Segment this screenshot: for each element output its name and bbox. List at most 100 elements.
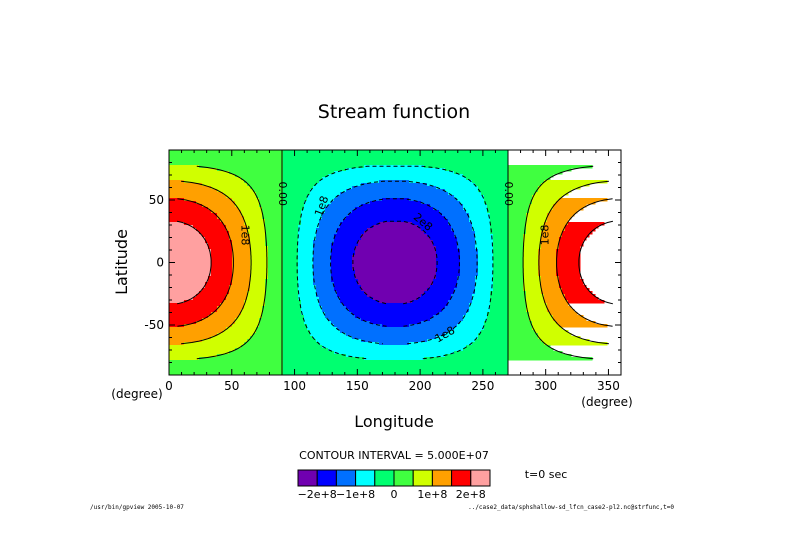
contour-fill-cell [250,273,269,277]
contour-fill-cell [541,288,563,292]
contour-fill-cell [262,216,284,220]
contour-fill-cell [283,186,314,190]
contour-fill-cell [283,183,317,187]
contour-fill-cell [478,267,494,271]
contour-fill-cell [217,309,242,313]
contour-fill-cell [265,228,284,232]
contour-fill-cell [436,267,461,271]
contour-fill-cell [319,300,341,304]
contour-fill-cell [298,261,314,265]
contour-fill-cell [169,240,206,244]
contour-fill-cell [508,183,542,187]
contour-fill-cell [523,255,539,259]
contour-fill-cell [433,279,458,283]
contour-fill-cell [532,195,563,199]
contour-fill-cell [493,255,509,259]
contour-fill-cell [334,282,359,286]
contour-fill-cell [529,318,554,322]
contour-fill-cell [475,288,494,292]
contour-fill-cell [283,324,308,328]
contour-fill-cell [244,180,284,184]
contour-fill-cell [250,252,269,256]
contour-fill-cell [250,255,269,259]
contour-line [177,198,234,327]
contour-fill-cell [373,225,419,229]
contour-fill-cell [526,231,542,235]
x-tick-label: 300 [534,379,557,393]
contour-fill-cell [508,216,527,220]
contour-fill-cell [493,252,509,256]
contour-fill-cell [169,165,200,169]
contour-fill-cell [334,285,362,289]
contour-fill-cell [331,246,356,250]
contour-fill-cell [451,228,473,232]
contour-fill-cell [319,219,344,223]
contour-fill-cell [232,252,251,256]
contour-fill-cell [220,219,245,223]
contour-fill-cell [364,291,425,295]
contour-fill-cell [217,216,245,220]
contour-fill-cell [523,276,542,280]
contour-fill-cell [490,213,509,217]
contour-fill-cell [532,201,557,205]
contour-fill-cell [493,276,509,280]
contour-fill-cell [265,282,284,286]
contour-fill-cell [508,309,527,313]
contour-fill-cell [211,312,242,316]
contour-fill-cell [361,237,431,241]
contour-fill-cell [448,219,470,223]
contour-fill-cell [352,186,437,190]
contour-fill-cell [481,192,509,196]
contour-fill-cell [322,345,467,349]
contour-fill-cell [523,237,542,241]
contour-fill-cell [229,231,248,235]
contour-fill-cell [328,204,362,208]
contour-fill-cell [526,294,545,298]
contour-fill-cell [541,246,560,250]
chart-title: Stream function [318,101,470,123]
contour-fill-cell [484,195,509,199]
time-label: t=0 sec [525,468,568,481]
contour-fill-cell [250,186,284,190]
contour-fill-cell [337,228,368,232]
contour-fill-cell [283,240,299,244]
y-axis-ticks: -50 0 50 [144,149,621,376]
contour-fill-cell [523,258,539,262]
contour-fill-cell [223,330,257,334]
contour-fill-cell [508,342,545,346]
contour-fill-cell [283,366,509,370]
contour-fill-cell [268,276,284,280]
contour-fill-cell [526,306,548,310]
contour-fill-cell [337,195,455,199]
contour-fill-cell [490,300,509,304]
contour-fill-cell [283,243,299,247]
contour-fill-cell [211,270,233,274]
contour-fill-cell [169,363,284,367]
contour-fill-cell [169,270,212,274]
contour-fill-cell [559,237,587,241]
contour-fill-cell [208,243,233,247]
contour-fill-cell [508,240,524,244]
contour-fill-cell [478,270,494,274]
contour-fill-cell [508,204,530,208]
contour-fill-cell [538,270,557,274]
contour-fill-cell [283,192,311,196]
contour-fill-cell [460,267,479,271]
contour-fill-cell [250,270,269,274]
contour-fill-cell [565,294,596,298]
contour-fill-cell [370,201,422,205]
contour-fill-cell [472,225,491,229]
contour-fill-cell [226,228,248,232]
contour-fill-cell [169,345,242,349]
contour-fill-cell [250,285,266,289]
contour-fill-cell [493,288,509,292]
contour-fill-cell [283,198,308,202]
contour-fill-cell [316,339,362,343]
contour-fill-cell [235,201,260,205]
contour-fill-cell [283,234,299,238]
contour-fill-cell [169,228,197,232]
contour-fill-cell [169,177,242,181]
contour-fill-cell [169,192,224,196]
contour-fill-cell [508,207,530,211]
contour-fill-cell [334,324,383,328]
